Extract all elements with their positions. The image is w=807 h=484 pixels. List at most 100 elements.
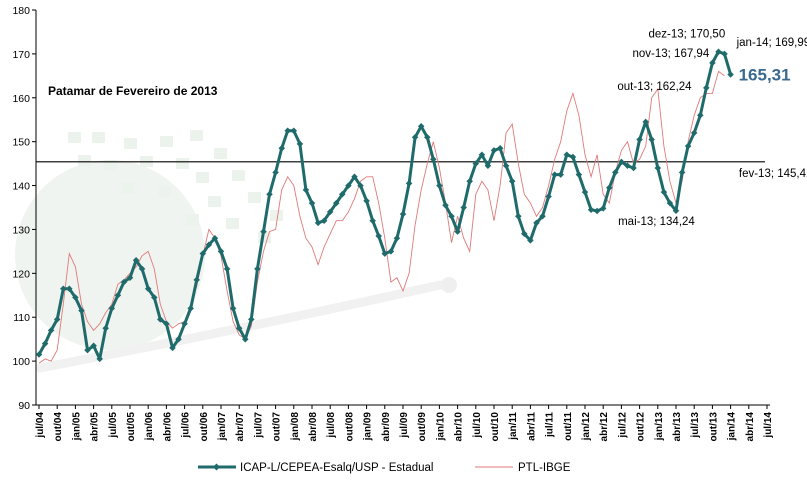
x-tick-label: jan/14: [727, 412, 738, 442]
data-point: [151, 294, 158, 301]
y-tick-label: 150: [12, 137, 30, 149]
x-tick-label: abr/07: [235, 412, 246, 442]
data-point: [363, 197, 370, 205]
data-point: [587, 206, 595, 213]
data-point: [393, 234, 401, 242]
x-tick-label: out/09: [417, 412, 428, 442]
data-point: [278, 144, 286, 152]
data-point: [272, 169, 279, 176]
data-point: [545, 193, 552, 200]
x-tick-label: out/04: [53, 412, 64, 442]
data-point: [593, 207, 601, 215]
x-tick-label: abr/06: [162, 412, 173, 442]
x-tick-label: jan/12: [581, 412, 592, 442]
x-tick-label: jul/10: [472, 412, 483, 439]
data-label: mai-13; 134,24: [618, 216, 695, 228]
x-tick-label: jul/07: [253, 412, 264, 439]
data-point: [132, 256, 140, 264]
data-point: [563, 151, 571, 159]
data-point: [448, 213, 455, 220]
data-label: jan-14; 169,99: [736, 37, 807, 49]
data-point: [703, 84, 710, 92]
x-tick-label: out/12: [636, 412, 647, 442]
data-point: [235, 324, 243, 332]
x-tick-label: abr/12: [599, 412, 610, 442]
series-line-ptl-ibge: [38, 70, 725, 364]
data-point: [351, 173, 358, 181]
data-point: [533, 219, 540, 227]
data-point: [672, 207, 680, 215]
x-tick-label: jan/09: [363, 412, 374, 442]
x-tick-label: out/05: [126, 412, 137, 442]
data-point: [260, 228, 267, 235]
x-tick-label: jul/04: [35, 412, 46, 439]
legend-marker-icap: [212, 463, 221, 471]
data-point: [678, 169, 686, 176]
data-point: [521, 230, 528, 238]
data-point: [205, 241, 213, 249]
data-point: [496, 144, 504, 152]
data-point: [157, 316, 164, 323]
data-point: [612, 169, 619, 176]
data-label: nov-13; 167,94: [633, 48, 710, 60]
x-tick-label: jul/14: [763, 412, 774, 439]
data-point: [217, 248, 225, 255]
data-point: [424, 134, 431, 141]
data-point: [333, 199, 340, 207]
data-point: [581, 188, 589, 196]
x-tick-label: jan/08: [290, 412, 301, 442]
data-point: [126, 274, 134, 281]
current-value-label: 165,31: [739, 66, 791, 85]
data-point: [551, 171, 558, 178]
data-point: [690, 129, 698, 137]
x-tick-label: abr/10: [454, 412, 465, 442]
data-point: [539, 213, 546, 220]
data-point: [648, 136, 655, 143]
data-point: [399, 210, 407, 218]
x-tick-label: jan/05: [71, 412, 82, 442]
data-point: [138, 265, 146, 273]
data-point: [527, 237, 534, 244]
data-point: [381, 250, 389, 257]
data-point: [466, 177, 473, 185]
data-point: [490, 147, 498, 154]
data-point: [411, 134, 419, 141]
data-point: [636, 136, 643, 143]
data-point: [229, 305, 237, 312]
data-point: [472, 160, 480, 167]
x-tick-label: abr/11: [526, 412, 537, 441]
data-point: [630, 164, 637, 172]
data-point: [248, 316, 255, 323]
data-point: [606, 184, 613, 191]
data-point: [345, 182, 352, 189]
y-tick-label: 100: [12, 356, 30, 368]
data-point: [684, 142, 692, 150]
data-point: [284, 127, 291, 134]
x-tick-label: abr/09: [381, 412, 392, 442]
x-tick-label: out/11: [563, 412, 574, 441]
data-point: [430, 155, 437, 163]
data-point: [290, 127, 298, 134]
x-tick-label: jan/11: [508, 412, 519, 441]
data-point: [624, 162, 631, 170]
legend-label-ptl: PTL-IBGE: [518, 462, 571, 474]
chart-title: Patamar de Fevereiro de 2013: [48, 84, 218, 98]
data-label: dez-13; 170,50: [649, 29, 726, 41]
data-point: [727, 71, 734, 78]
data-point: [654, 164, 662, 172]
data-point: [193, 276, 200, 284]
x-tick-label: jan/10: [435, 412, 446, 442]
data-point: [314, 219, 322, 227]
x-tick-label: out/07: [272, 412, 283, 442]
x-tick-label: out/08: [344, 412, 355, 442]
x-tick-label: jul/09: [399, 412, 410, 439]
data-point: [169, 344, 176, 352]
data-point: [90, 342, 97, 349]
data-point: [296, 140, 304, 148]
data-point: [320, 217, 328, 224]
data-point: [211, 234, 219, 242]
y-tick-label: 180: [12, 5, 30, 17]
data-point: [599, 205, 607, 212]
data-label: out-13; 162,24: [617, 81, 692, 93]
